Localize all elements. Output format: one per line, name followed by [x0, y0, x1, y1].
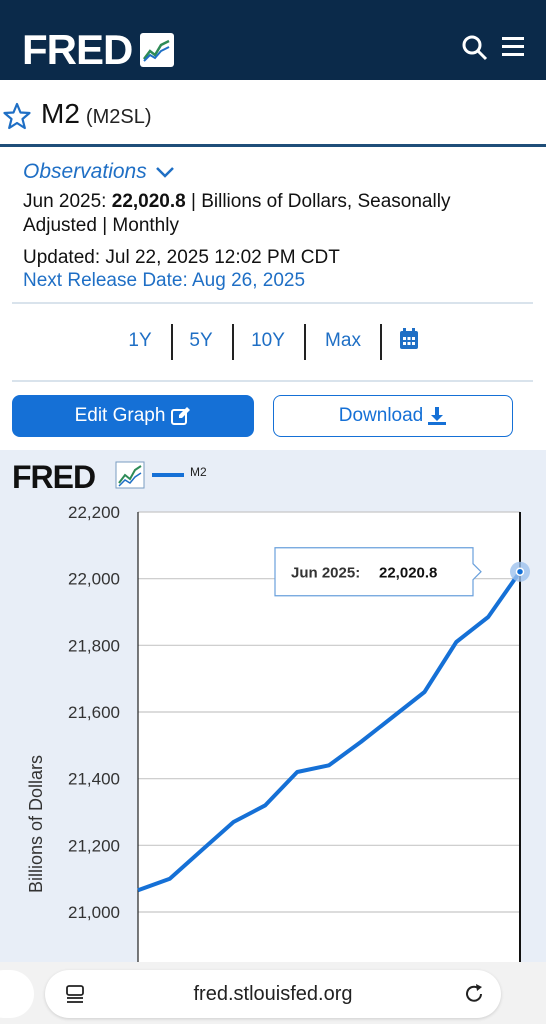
- tooltip-value: 22,020.8: [379, 565, 437, 582]
- browser-bar: fred.stlouisfed.org: [0, 962, 546, 1024]
- y-tick-label: 22,200: [68, 503, 120, 522]
- app-header: FRED: [0, 0, 546, 80]
- download-button[interactable]: Download: [273, 395, 513, 437]
- y-tick-label: 21,600: [68, 703, 120, 722]
- latest-observation: Jun 2025: 22,020.8 | Billions of Dollars…: [23, 190, 523, 214]
- search-icon[interactable]: [462, 35, 488, 66]
- url-text: fred.stlouisfed.org: [193, 983, 353, 1005]
- chevron-down-icon: [155, 167, 174, 178]
- observations-toggle[interactable]: Observations: [23, 160, 523, 184]
- y-tick-label: 21,400: [68, 770, 120, 789]
- series-title-bar: M2 (M2SL): [0, 80, 546, 147]
- fred-logo[interactable]: FRED: [22, 26, 175, 73]
- y-tick-label: 21,000: [68, 903, 120, 922]
- series-code: (M2SL): [85, 106, 152, 128]
- range-selector: 1Y 5Y 10Y Max: [0, 322, 546, 362]
- tooltip-label: Jun 2025:: [291, 565, 360, 582]
- edit-graph-label: Edit Graph: [74, 405, 166, 426]
- address-bar[interactable]: fred.stlouisfed.org: [45, 970, 501, 1018]
- y-tick-label: 21,200: [68, 836, 120, 855]
- download-icon: [428, 407, 447, 425]
- y-axis-label: Billions of Dollars: [26, 755, 46, 893]
- tooltip-box: [274, 547, 482, 597]
- reload-icon[interactable]: [463, 983, 485, 1010]
- page-title: M2 (M2SL): [41, 98, 151, 130]
- obs-units: | Billions of Dollars, Seasonally: [185, 191, 451, 212]
- obs-units-2: Adjusted | Monthly: [23, 215, 179, 236]
- range-5y-button[interactable]: 5Y: [189, 330, 213, 351]
- obs-value: 22,020.8: [111, 191, 186, 212]
- tab-button[interactable]: [0, 970, 34, 1018]
- divider: [12, 302, 533, 304]
- range-separator: [232, 324, 234, 360]
- star-icon[interactable]: [2, 102, 32, 135]
- edit-icon: [171, 407, 191, 425]
- y-tick-label: 21,800: [68, 636, 120, 655]
- page-menu-icon[interactable]: [65, 984, 85, 1009]
- range-separator: [304, 324, 306, 360]
- observations-label: Observations: [23, 160, 147, 183]
- observations-panel: Observations Jun 2025: 22,020.8 | Billio…: [23, 160, 523, 292]
- download-label: Download: [338, 405, 424, 426]
- updated-text: Updated: Jul 22, 2025 12:02 PM CDT: [23, 247, 340, 268]
- divider: [12, 380, 533, 382]
- range-separator: [171, 324, 173, 360]
- y-tick-label: 22,000: [68, 570, 120, 589]
- range-separator: [380, 324, 382, 360]
- legend-label: M2: [190, 465, 207, 479]
- calendar-icon[interactable]: [398, 328, 420, 356]
- chart-logo-icon: [140, 33, 175, 67]
- logo-text: FRED: [22, 26, 133, 73]
- edit-graph-button[interactable]: Edit Graph: [12, 395, 254, 437]
- chart-area[interactable]: FRED M2 Billions of Dollars 22,200 22,000…: [0, 450, 546, 962]
- line-chart[interactable]: FRED M2 Billions of Dollars 22,200 22,000…: [0, 450, 546, 962]
- hover-point: [515, 567, 525, 576]
- range-10y-button[interactable]: 10Y: [251, 330, 285, 351]
- obs-period: Jun 2025:: [23, 191, 107, 212]
- next-release-link[interactable]: Next Release Date: Aug 26, 2025: [23, 270, 306, 291]
- range-1y-button[interactable]: 1Y: [128, 330, 152, 351]
- series-title: M2: [41, 98, 80, 129]
- menu-icon[interactable]: [501, 35, 525, 64]
- range-max-button[interactable]: Max: [325, 330, 361, 351]
- chart-logo-icon: [115, 461, 145, 489]
- chart-logo-text: FRED: [12, 459, 95, 495]
- series-line-m2: [137, 570, 522, 893]
